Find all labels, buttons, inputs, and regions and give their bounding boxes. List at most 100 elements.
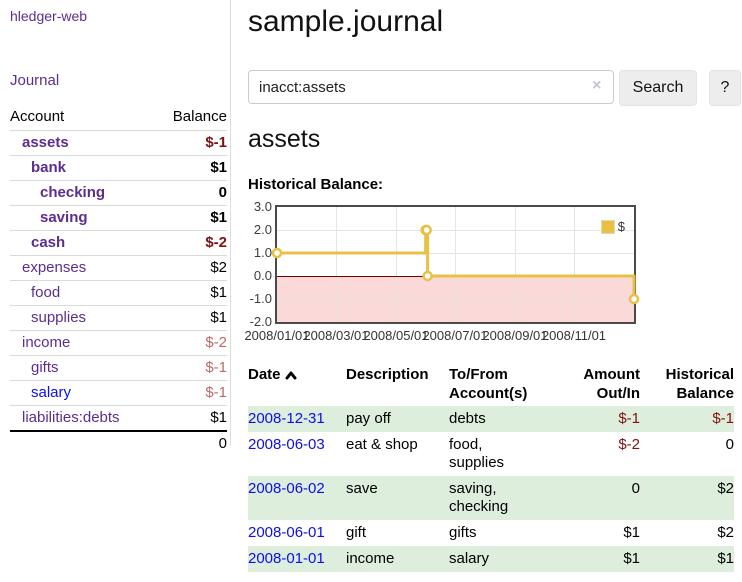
transaction-accounts: salary — [449, 550, 490, 567]
transaction-row: 2008-12-31 pay off debts $-1 $-1 — [248, 406, 734, 432]
gridline — [336, 207, 337, 322]
transaction-balance: $1 — [717, 550, 734, 567]
account-link-checking[interactable]: checking — [40, 184, 106, 201]
search-button[interactable]: Search — [619, 70, 697, 106]
transaction-accounts: gifts — [449, 524, 477, 541]
transaction-date-link[interactable]: 2008-12-31 — [248, 410, 325, 427]
transaction-date-link[interactable]: 2008-06-02 — [248, 480, 325, 497]
search-input[interactable] — [248, 70, 614, 104]
date-column-header[interactable]: Date — [248, 362, 346, 406]
transaction-row: 2008-06-01 gift gifts $1 $2 — [248, 520, 734, 546]
x-tick-label: 2008/11/01 — [541, 328, 607, 343]
transaction-amount: $1 — [623, 550, 640, 567]
transaction-balance: $2 — [717, 480, 734, 497]
sidebar: hledger-web Journal Account Balance asse… — [0, 0, 231, 452]
transaction-amount: $-2 — [618, 436, 640, 453]
account-balance: $-1 — [205, 359, 227, 376]
account-row: bank $1 — [10, 155, 227, 181]
chart-legend: $ — [600, 219, 625, 234]
account-balance: $1 — [210, 309, 227, 326]
account-balance: $-2 — [205, 334, 227, 351]
account-link-saving[interactable]: saving — [40, 209, 88, 226]
transaction-date-link[interactable]: 2008-06-01 — [248, 524, 325, 541]
account-link-bank[interactable]: bank — [31, 159, 67, 176]
x-tick-label: 2008/05/01 — [363, 328, 429, 343]
account-balance: $-1 — [205, 384, 227, 401]
balance-line — [271, 224, 640, 305]
transaction-row: 2008-06-02 save saving, checking 0 $2 — [248, 476, 734, 520]
amount-column-header: Amount Out/In — [583, 366, 640, 402]
gridline — [455, 207, 456, 322]
transaction-description: save — [346, 480, 378, 497]
transaction-amount: $-1 — [618, 410, 640, 427]
account-link-assets[interactable]: assets — [22, 134, 69, 151]
gridline — [277, 230, 634, 231]
legend-label: $ — [617, 219, 625, 234]
transaction-row: 2008-01-01 income salary $1 $1 — [248, 546, 734, 572]
transaction-accounts: debts — [449, 410, 486, 427]
account-row: checking 0 — [10, 180, 227, 206]
transaction-description: eat & shop — [346, 436, 418, 453]
account-row: saving $1 — [10, 205, 227, 231]
sidebar-item-journal[interactable]: Journal — [10, 72, 60, 89]
register-table: Date Description To/From Account(s) Amou… — [248, 362, 734, 572]
account-row: food $1 — [10, 280, 227, 306]
help-button[interactable]: ? — [709, 70, 741, 106]
app-title-link[interactable]: hledger-web — [10, 8, 88, 24]
account-balance: $-2 — [205, 234, 227, 251]
account-row: salary $-1 — [10, 380, 227, 406]
gridline — [277, 253, 634, 254]
account-row: gifts $-1 — [10, 355, 227, 381]
account-balance: $-1 — [205, 134, 227, 151]
y-tick-label: 3.0 — [253, 199, 272, 214]
account-link-cash[interactable]: cash — [31, 234, 66, 251]
account-link-income[interactable]: income — [22, 334, 71, 351]
transaction-accounts: food, supplies — [449, 436, 505, 471]
chart-title: Historical Balance: — [248, 176, 384, 193]
gridline — [574, 207, 575, 322]
gridline — [396, 207, 397, 322]
y-tick-label: -1.0 — [249, 291, 272, 306]
account-link-expenses[interactable]: expenses — [22, 259, 87, 276]
x-tick-label: 2008/07/01 — [422, 328, 488, 343]
y-tick-label: 1.0 — [253, 245, 272, 260]
account-link-gifts[interactable]: gifts — [31, 359, 59, 376]
account-link-supplies[interactable]: supplies — [31, 309, 87, 326]
clear-search-icon[interactable]: × — [592, 77, 602, 94]
accounts-header-row: Account Balance — [10, 104, 227, 131]
account-balance: $1 — [210, 209, 227, 226]
account-row: income $-2 — [10, 330, 227, 356]
transaction-description: gift — [346, 524, 367, 541]
account-row: liabilities:debts $1 — [10, 405, 227, 432]
accounts-total-row: 0 — [10, 431, 227, 456]
plot-area: $ — [271, 205, 640, 324]
transaction-balance: 0 — [725, 436, 734, 453]
transaction-balance: $-1 — [712, 410, 734, 427]
register-header-row: Date Description To/From Account(s) Amou… — [248, 362, 734, 406]
transaction-description: pay off — [346, 410, 391, 427]
account-balance: $2 — [210, 259, 227, 276]
y-tick-label: -2.0 — [249, 314, 272, 329]
balance-column-header: Balance — [172, 108, 227, 125]
account-row: cash $-2 — [10, 230, 227, 256]
account-balance: $1 — [210, 409, 227, 426]
transaction-balance: $2 — [717, 524, 734, 541]
account-row: supplies $1 — [10, 305, 227, 331]
page-title: sample.journal — [248, 5, 444, 38]
account-balance: $1 — [210, 159, 227, 176]
transaction-amount: 0 — [631, 480, 640, 497]
description-column-header: Description — [346, 366, 429, 383]
accounts-column-header: To/From Account(s) — [449, 366, 528, 402]
x-tick-label: 2008/03/01 — [303, 328, 369, 343]
account-link-liabilities-debts[interactable]: liabilities:debts — [22, 409, 120, 426]
transaction-date-link[interactable]: 2008-01-01 — [248, 550, 325, 567]
transaction-description: income — [346, 550, 395, 567]
x-tick-label: 2008/01/01 — [244, 328, 310, 343]
account-link-food[interactable]: food — [31, 284, 61, 301]
accounts-total-balance: 0 — [218, 435, 227, 452]
transaction-date-link[interactable]: 2008-06-03 — [248, 436, 325, 453]
x-tick-label: 2008/09/01 — [482, 328, 548, 343]
account-balance: $1 — [210, 284, 227, 301]
account-column-header: Account — [10, 108, 65, 125]
account-link-salary[interactable]: salary — [31, 384, 72, 401]
